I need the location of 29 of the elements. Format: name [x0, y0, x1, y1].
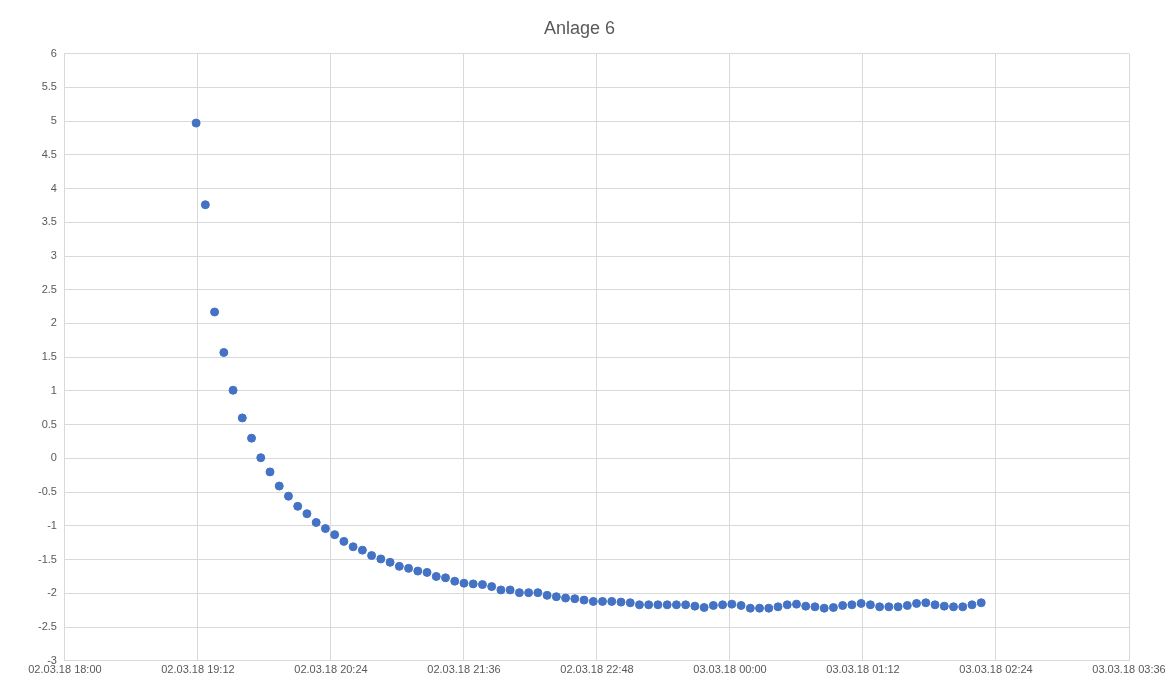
y-tick-label: 0 — [50, 451, 57, 464]
y-tick-label: 3 — [50, 249, 57, 262]
y-tick-label: -2 — [47, 586, 57, 599]
y-tick-label: -0.5 — [37, 485, 57, 498]
x-tick-label: 02.03.18 18:00 — [28, 663, 102, 676]
x-tick-label: 02.03.18 20:24 — [294, 663, 368, 676]
y-tick-label: 6 — [50, 46, 57, 59]
x-tick-label: 03.03.18 00:00 — [693, 663, 767, 676]
x-tick-label: 03.03.18 02:24 — [959, 663, 1033, 676]
y-tick-label: 2 — [50, 316, 57, 329]
x-tick-label: 03.03.18 03:36 — [1092, 663, 1166, 676]
y-tick-label: 1.5 — [41, 350, 57, 363]
y-tick-label: -1.5 — [37, 552, 57, 565]
x-tick-label: 03.03.18 01:12 — [826, 663, 900, 676]
y-tick-label: 5.5 — [41, 80, 57, 93]
x-tick-label: 02.03.18 19:12 — [161, 663, 235, 676]
y-tick-label: 2.5 — [41, 282, 57, 295]
y-tick-label: 3.5 — [41, 215, 57, 228]
y-tick-label: 4 — [50, 181, 57, 194]
y-tick-label: -3 — [47, 653, 57, 666]
y-tick-label: -1 — [47, 518, 57, 531]
y-tick-label: -2.5 — [37, 620, 57, 633]
y-tick-label: 4.5 — [41, 147, 57, 160]
y-tick-label: 1 — [50, 383, 57, 396]
y-tick-label: 5 — [50, 114, 57, 127]
chart-title: Anlage 6 — [543, 17, 616, 38]
x-tick-label: 02.03.18 22:48 — [560, 663, 634, 676]
x-tick-label: 02.03.18 21:36 — [427, 663, 501, 676]
y-tick-label: 0.5 — [41, 417, 57, 430]
